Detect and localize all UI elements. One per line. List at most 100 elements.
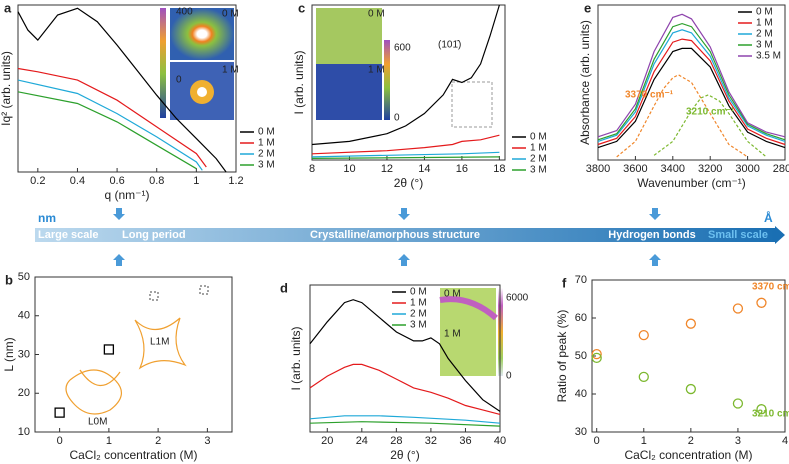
annotation: 0 xyxy=(506,371,512,382)
x-tick-label: 3600 xyxy=(623,163,647,175)
annotation: 1 M xyxy=(444,329,461,340)
point xyxy=(685,318,697,329)
annotation: 6000 xyxy=(506,293,529,304)
annotation: 600 xyxy=(394,43,411,54)
x-tick-label: 2 xyxy=(155,435,161,447)
waxs-image xyxy=(316,64,382,120)
x-axis-label: CaCl₂ concentration (M) xyxy=(624,448,752,462)
annotation: (101̄) xyxy=(438,40,461,51)
x-tick-label: 36 xyxy=(459,435,471,447)
annotation: 0 xyxy=(176,75,182,86)
x-tick-label: 3200 xyxy=(698,163,722,175)
annotation: 3210 cm⁻¹ xyxy=(752,409,789,420)
schematic xyxy=(65,317,187,415)
curve xyxy=(597,38,786,146)
curve xyxy=(597,22,786,141)
y-axis-label: L (nm) xyxy=(2,337,16,371)
saxs-image xyxy=(170,8,234,60)
plot-frame xyxy=(17,4,237,173)
annotation: 400 xyxy=(176,7,193,18)
annotation: 0 M xyxy=(368,9,385,20)
curve xyxy=(309,363,501,415)
saxs-ring xyxy=(197,87,207,97)
offscale-marker xyxy=(149,285,209,301)
legend-label: 3 M xyxy=(258,160,275,171)
scale-label: Large scale xyxy=(38,229,99,241)
point xyxy=(591,348,602,360)
legend-label: 3 M xyxy=(756,40,773,51)
point xyxy=(756,404,767,415)
scale-bar: nm Large scale Long period Crystalline/a… xyxy=(35,208,785,266)
annotation: L0M xyxy=(88,417,107,428)
legend-label: 2 M xyxy=(410,309,427,320)
point xyxy=(591,352,602,364)
panel-letter: c xyxy=(298,0,305,15)
annotation: 3370 cm⁻¹ xyxy=(752,282,789,293)
y-axis-label: Ratio of peak (%) xyxy=(555,310,569,403)
x-tick-label: 0.4 xyxy=(70,175,85,187)
panel-letter: b xyxy=(5,272,13,287)
point xyxy=(756,297,767,308)
legend-label: 0 M xyxy=(258,127,275,138)
point xyxy=(638,329,649,341)
x-tick-label: 10 xyxy=(343,163,355,175)
point xyxy=(732,303,744,314)
scale-label: Hydrogen bonds xyxy=(608,229,695,241)
point xyxy=(732,398,744,409)
annotation: 0 xyxy=(394,113,400,124)
annotation: 1 M xyxy=(222,65,239,76)
x-tick-label: 14 xyxy=(418,163,430,175)
x-tick-label: 24 xyxy=(356,435,368,447)
x-axis-label: q (nm⁻¹) xyxy=(105,188,150,202)
y-axis-label: I (arb. units) xyxy=(292,50,306,114)
scale-unit: nm xyxy=(38,211,56,225)
x-tick-label: 3 xyxy=(204,435,210,447)
x-tick-label: 0 xyxy=(594,435,600,447)
y-tick-label: 60 xyxy=(575,312,587,324)
plot-frame xyxy=(309,284,501,433)
point xyxy=(685,383,697,395)
curve xyxy=(311,151,500,158)
curve xyxy=(309,421,501,427)
annotation: 0 M xyxy=(222,9,239,20)
y-tick-label: 70 xyxy=(575,274,587,286)
y-tick-label: 20 xyxy=(18,387,30,399)
curve xyxy=(311,156,500,159)
link-arrows xyxy=(113,208,661,266)
scale-label: Long period xyxy=(122,229,186,241)
x-axis-label: 2θ (°) xyxy=(390,448,419,462)
scale-label: Crystalline/amorphous structure xyxy=(310,229,480,241)
curve xyxy=(311,4,500,146)
annotation: 1 M xyxy=(368,65,385,76)
curve xyxy=(597,13,786,138)
annotation: L1M xyxy=(150,337,169,348)
y-axis-label: Absorbance (arb. units) xyxy=(578,20,592,145)
x-axis-label: CaCl₂ concentration (M) xyxy=(69,448,197,462)
legend-label: 1 M xyxy=(258,138,275,149)
annotation: 3210 cm⁻¹ xyxy=(686,107,735,118)
x-tick-label: 16 xyxy=(456,163,468,175)
annotation: 3370 cm⁻¹ xyxy=(625,90,674,101)
panel-letter: f xyxy=(562,275,567,290)
point xyxy=(638,371,649,383)
plot-frame xyxy=(311,4,506,161)
panel-letter: a xyxy=(4,0,12,15)
curve xyxy=(17,7,227,173)
legend-label: 0 M xyxy=(756,7,773,18)
curve xyxy=(597,47,786,149)
scale-label: Small scale xyxy=(708,229,768,241)
y-tick-label: 40 xyxy=(18,310,30,322)
x-tick-label: 12 xyxy=(381,163,393,175)
curve xyxy=(17,79,203,171)
zoom-box xyxy=(451,81,493,128)
legend-label: 2 M xyxy=(530,154,547,165)
x-tick-label: 1 xyxy=(106,435,112,447)
legend-label: 1 M xyxy=(756,18,773,29)
x-tick-label: 1 xyxy=(641,435,647,447)
waxs-ring xyxy=(439,296,498,321)
x-tick-label: 20 xyxy=(321,435,333,447)
y-tick-label: 40 xyxy=(575,388,587,400)
curve xyxy=(17,67,207,168)
x-tick-label: 40 xyxy=(494,435,506,447)
